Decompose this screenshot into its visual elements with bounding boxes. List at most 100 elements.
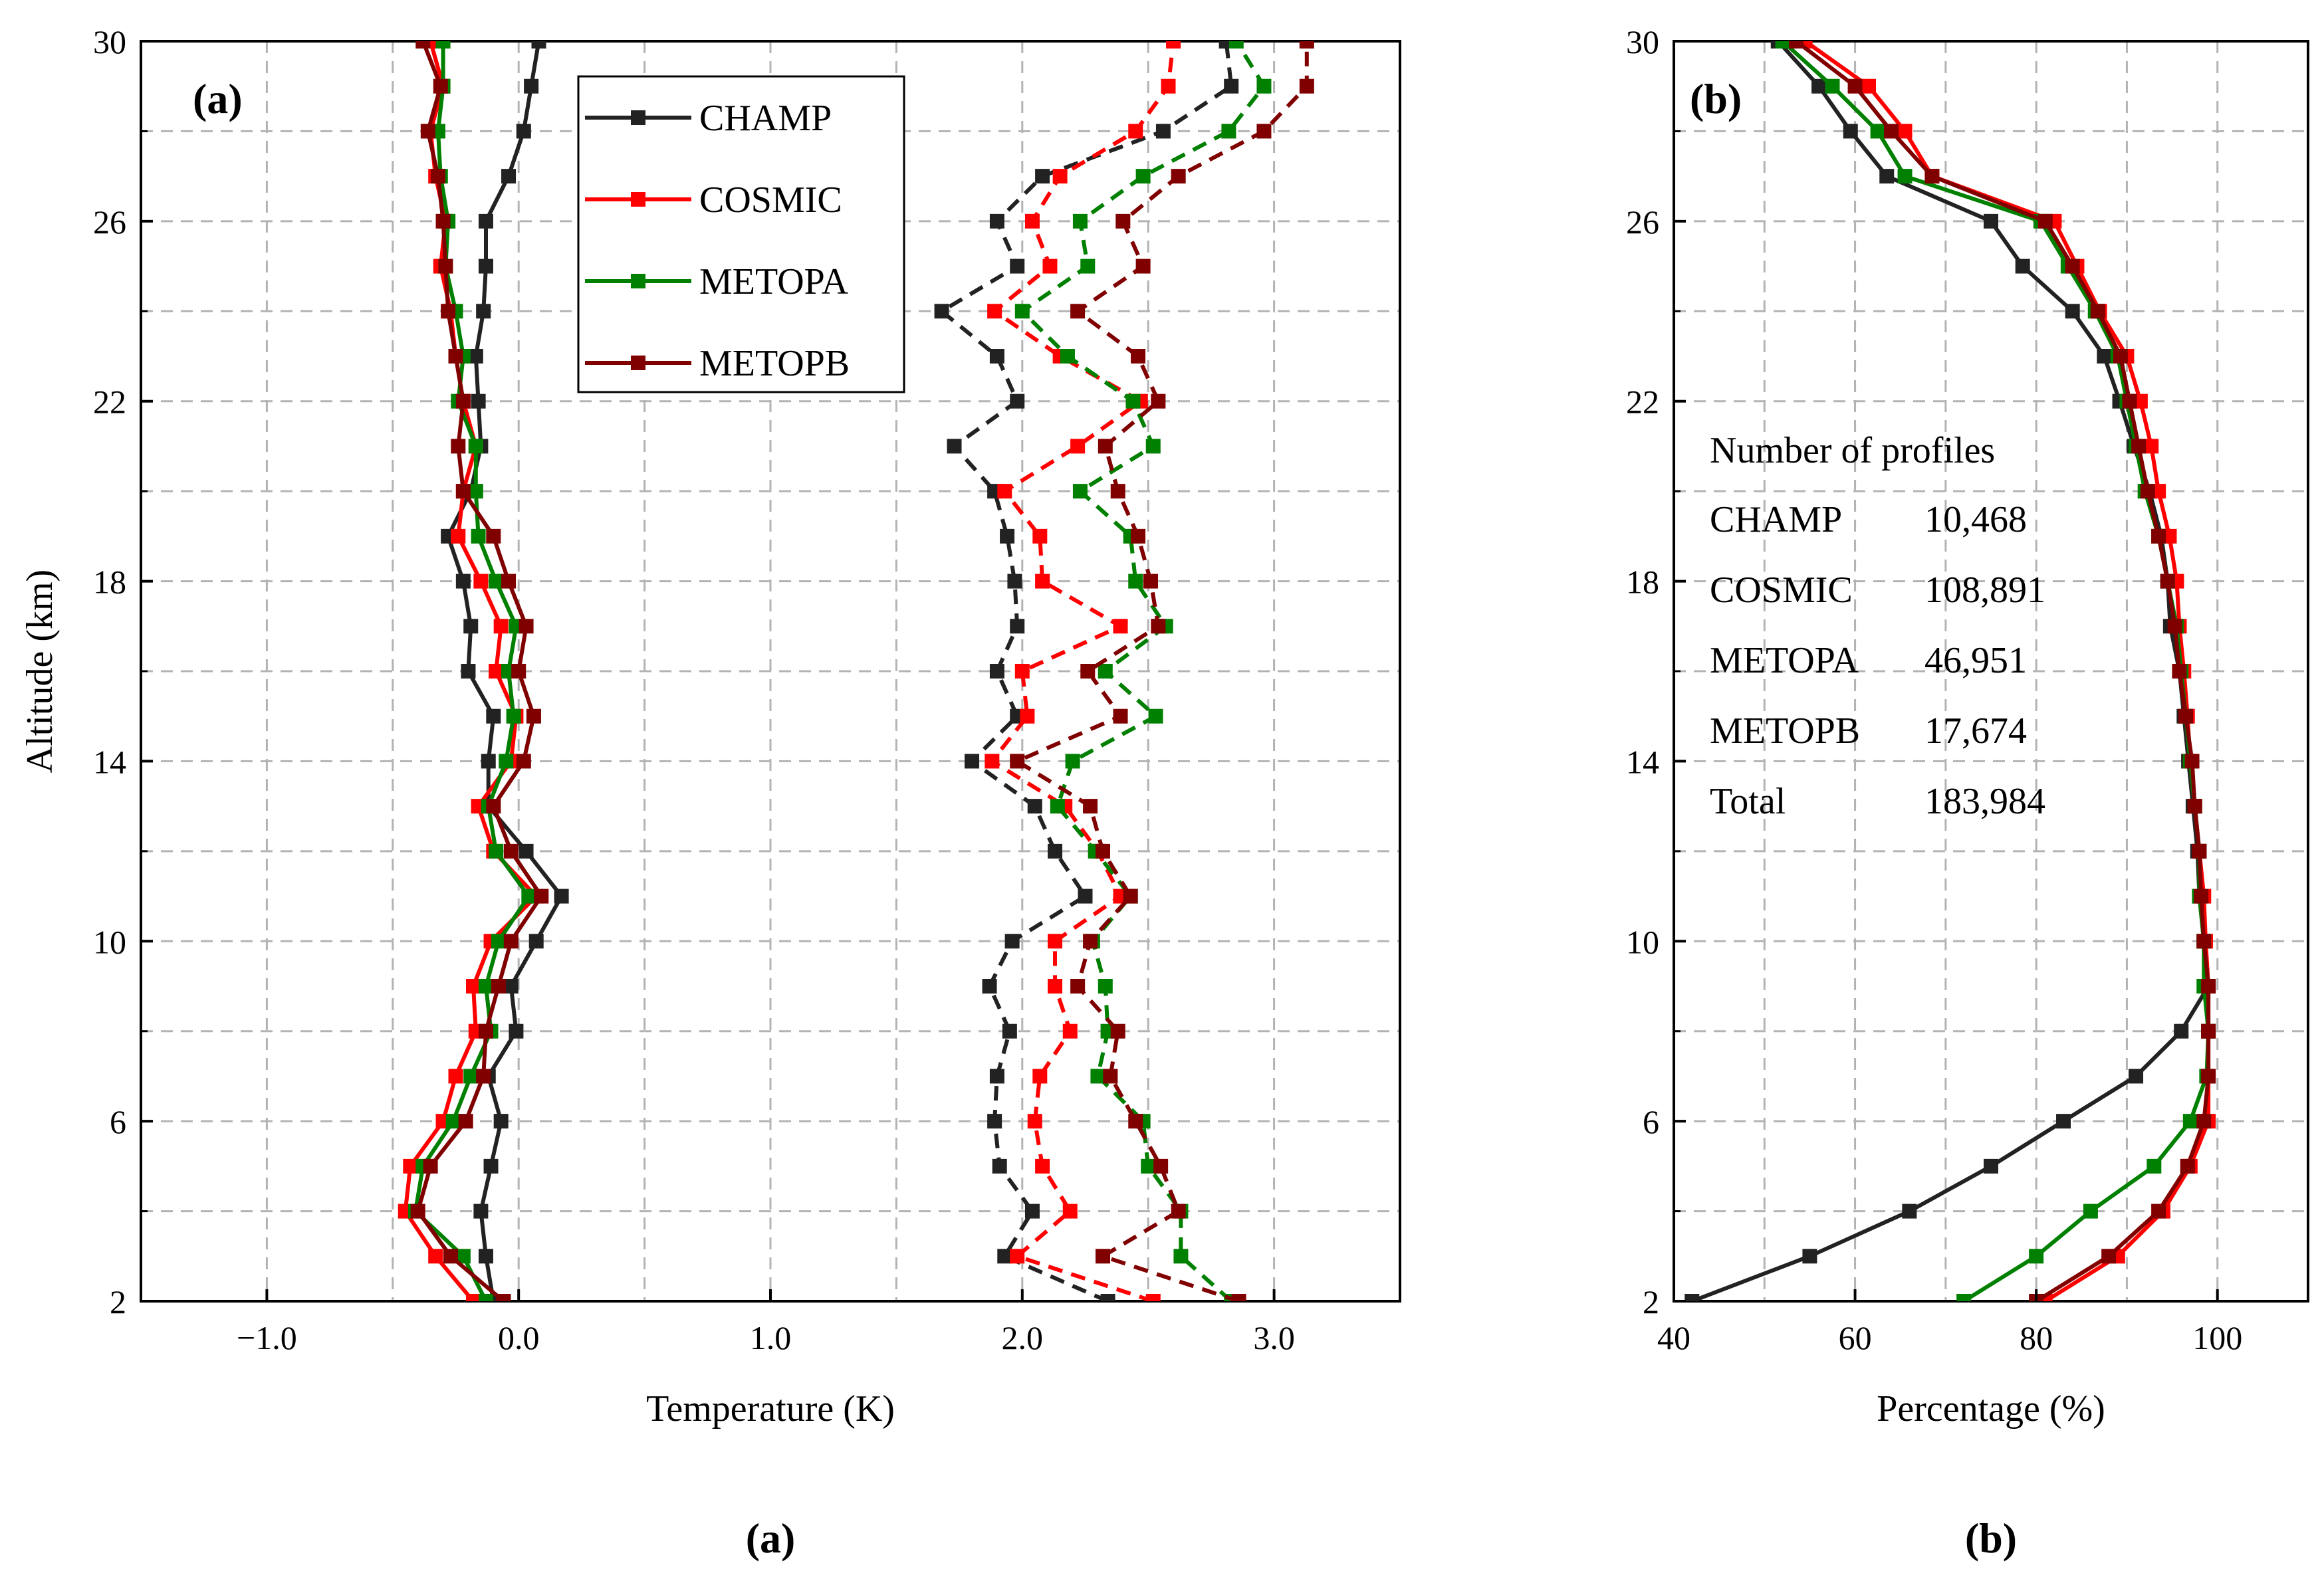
panel-a-series-cosmic-point (451, 528, 466, 544)
panel-a-series-champ-point (501, 169, 517, 184)
panel-a-series-metopb-point (501, 574, 517, 589)
panel-b-y-tick-label: 14 (1626, 743, 1659, 780)
panel-a-series-metopb-dashed-point (1115, 213, 1131, 229)
panel-a-series-metopb-point (435, 213, 451, 229)
panel-a-series-cosmic-dashed-point (1024, 213, 1040, 229)
panel-a-series-champ-dashed-point (934, 304, 949, 319)
panel-a-series-metopb-point (491, 979, 506, 994)
panel-a-series-champ-dashed-point (947, 439, 962, 454)
table-row-name: CHAMP (1710, 499, 1842, 540)
panel-a-series-metopa-dashed-point (1228, 41, 1244, 49)
panel-b-series-metopb-point (2101, 1249, 2117, 1264)
panel-a-y-tick-label: 6 (110, 1103, 126, 1140)
panel-a-series-metopb-dashed-point (1231, 1294, 1246, 1301)
panel-b-series-champ-point (2065, 304, 2080, 319)
panel-b-y-tick-label: 6 (1643, 1103, 1659, 1140)
panel-a-series-metopb-dashed-point (1131, 528, 1146, 544)
panel-a-series-cosmic-point (473, 574, 489, 589)
panel-a-series-metopb-point (415, 41, 431, 49)
panel-a-series-metopa-point (478, 979, 493, 994)
panel-b-y-tick-label: 10 (1626, 923, 1659, 960)
panel-a-series-cosmic-dashed-point (1032, 1069, 1048, 1084)
panel-b-series-cosmic-point (1861, 78, 1877, 94)
panel-a-series-metopa-dashed-point (1221, 124, 1236, 139)
panel-a-x-tick-label: 2.0 (1002, 1319, 1044, 1356)
panel-a-series-metopb-point (410, 1204, 425, 1219)
panel-a-series-metopa-point (499, 754, 514, 769)
panel-b-series-champ-point (1802, 1249, 1817, 1264)
panel-a-series-champ-point (478, 213, 493, 229)
panel-b-label: (b) (1690, 75, 1742, 122)
panel-a-series-champ-dashed-point (1010, 393, 1025, 409)
panel-a-series-champ-point (519, 843, 534, 859)
panel-a-series-metopa-dashed-point (1098, 979, 1113, 994)
panel-b-y-tick-label: 2 (1643, 1283, 1659, 1320)
panel-a-series-champ-point (531, 41, 546, 49)
panel-b-series-cosmic-point (1897, 124, 1913, 139)
panel-a-series-champ-point (468, 349, 483, 364)
panel-a-series-metopa-point (491, 934, 506, 949)
panel-a-series-metopa-dashed-point (1080, 259, 1096, 274)
panel-a-series-metopb-point (455, 484, 471, 499)
panel-a-y-tick-label: 26 (93, 203, 126, 241)
panel-a-series-champ-point (554, 889, 569, 904)
panel-b-x-tick-label: 80 (2020, 1319, 2053, 1356)
panel-a-series-metopb-point (448, 349, 463, 364)
panel-a-series-metopa-point (471, 528, 486, 544)
panel-a-series-metopb-dashed-point (1110, 484, 1125, 499)
panel-a-series-champ-point (461, 664, 476, 679)
table-row-value: 17,674 (1924, 710, 2027, 752)
table-row-name: METOPB (1710, 710, 1860, 752)
panel-a-series-cosmic-point (423, 41, 438, 49)
panel-b-series-metopb-point (2187, 799, 2202, 814)
panel-a-x-tick-label: 0.0 (498, 1319, 540, 1356)
panel-a-series-metopb-dashed-point (1110, 1023, 1125, 1039)
panel-a-series-metopb-point (441, 304, 456, 319)
panel-a-series-cosmic-point (466, 1294, 481, 1301)
panel-a-series-cosmic-dashed-point (1032, 528, 1048, 544)
panel-a-series-metopa-dashed-point (1125, 393, 1141, 409)
panel-b-series-metopb-point (2196, 1114, 2212, 1129)
panel-b-series-metopb-point (2140, 484, 2155, 499)
panel-a-series-metopa-point (489, 843, 504, 859)
panel-a-y-tick-label: 10 (93, 923, 126, 960)
panel-a-series-metopa-dashed-point (1256, 78, 1272, 94)
panel-a-series-champ-dashed-point (989, 664, 1004, 679)
panel-a-series-metopb-dashed-point (1123, 889, 1138, 904)
panel-b-series-metopb-point (2151, 1204, 2166, 1219)
panel-a-series-cosmic-dashed-point (1052, 169, 1068, 184)
panel-a-label: (a) (193, 75, 243, 122)
panel-a-series-metopb-dashed-point (1010, 754, 1025, 769)
panel-a-series-champ-dashed-point (1155, 124, 1171, 139)
panel-b-series-metopa-point (2083, 1204, 2098, 1219)
panel-a-series-metopa-point (435, 41, 451, 49)
panel-b-series-metopb-point (2151, 528, 2166, 544)
panel-a-series-cosmic-dashed-point (1145, 1294, 1161, 1301)
panel-a-series-metopb-point (423, 1158, 438, 1174)
panel-b-series-champ-point (1879, 169, 1895, 184)
panel-a-series-cosmic-dashed-point (997, 484, 1012, 499)
panel-a-series-metopb-point (438, 259, 453, 274)
legend-label-cosmic: COSMIC (699, 179, 842, 221)
caption-b: (b) (1965, 1515, 2017, 1562)
panel-b-series-metopb-point (1924, 169, 1940, 184)
legend-marker-metopa (631, 274, 645, 288)
panel-a-series-champ-point (493, 1114, 509, 1129)
panel-a-series-metopb-dashed-point (1070, 304, 1086, 319)
panel-a-series-champ-dashed-point (1000, 528, 1015, 544)
panel-a-series-champ-dashed-point (1027, 799, 1042, 814)
panel-a-series-champ-dashed-point (1100, 1294, 1115, 1301)
panel-b-series-metopb-point (2178, 708, 2194, 724)
panel-b-series-metopa-point (2147, 1158, 2162, 1174)
panel-b-series-metopb-point (2160, 574, 2175, 589)
panel-b-series-metopb-point (2122, 393, 2137, 409)
panel-a-series-metopb-point (519, 619, 534, 634)
panel-b-series-champ-point (1902, 1204, 1917, 1219)
panel-a-series-metopa-point (521, 889, 536, 904)
panel-a-series-champ-dashed-point (1035, 169, 1050, 184)
panel-a-y-tick-label: 14 (93, 743, 126, 780)
panel-a-series-metopb-dashed-point (1299, 78, 1314, 94)
